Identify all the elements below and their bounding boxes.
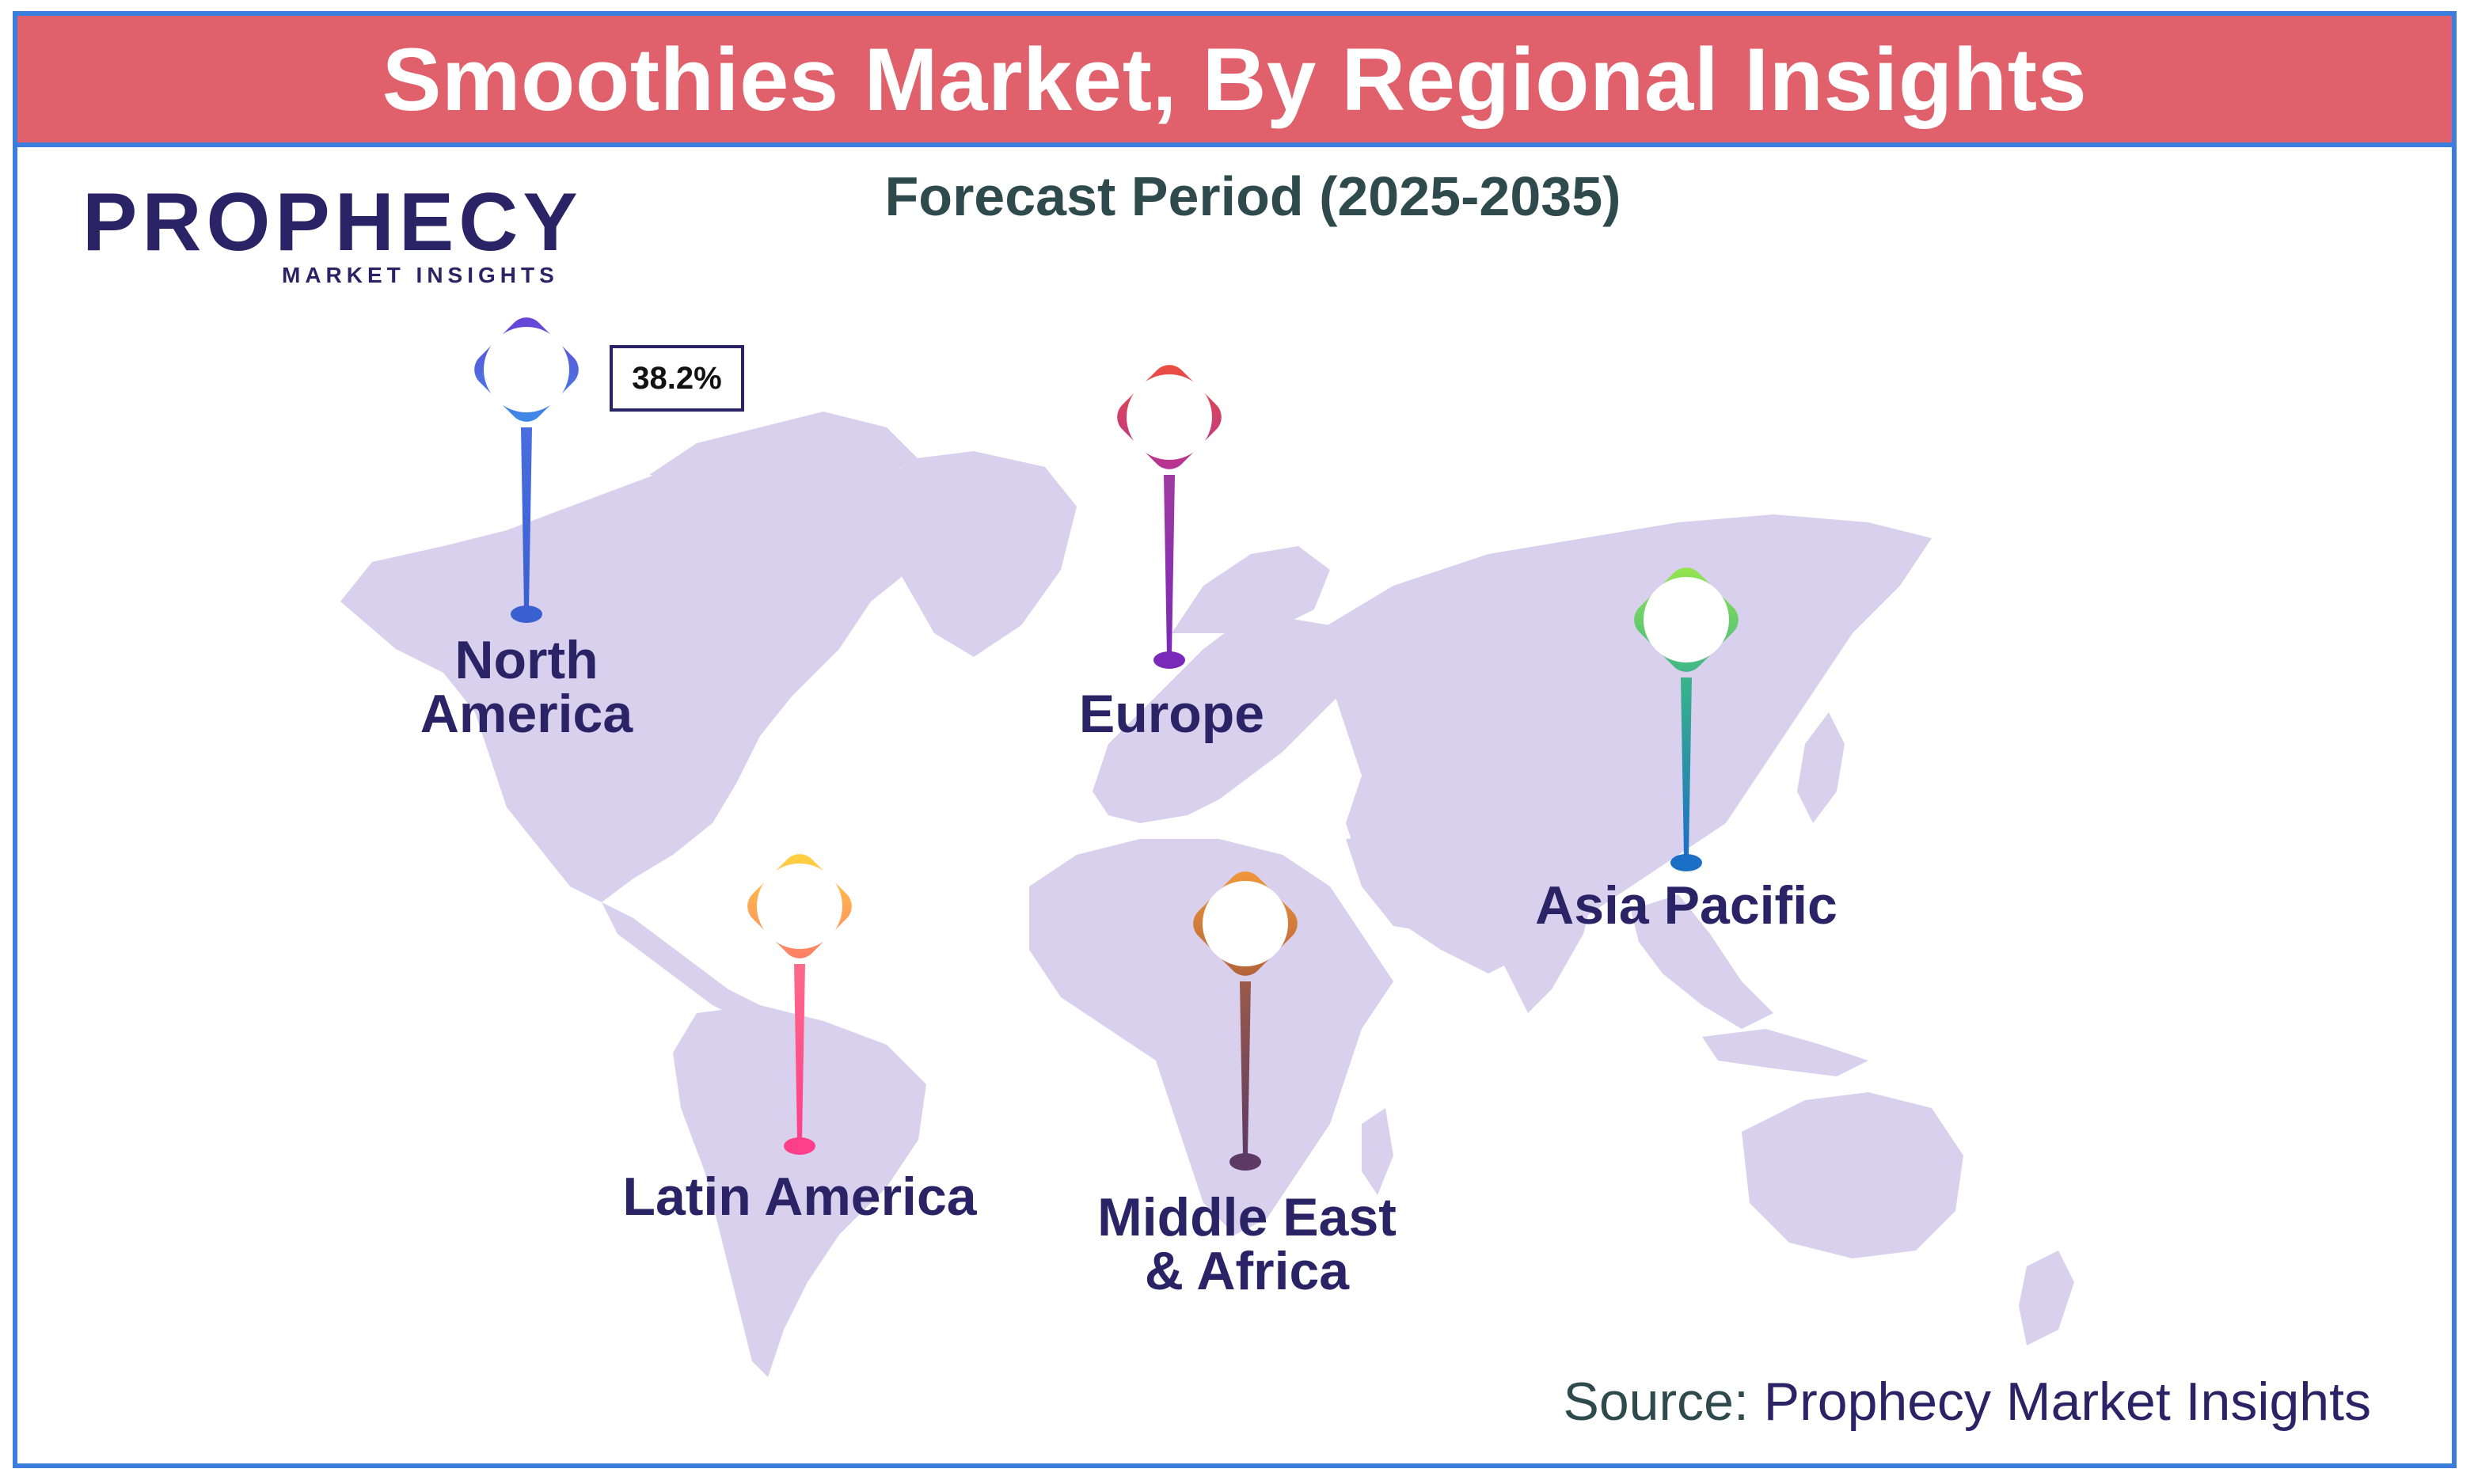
region-label-line: America — [420, 684, 633, 744]
region-label-line: Europe — [1078, 684, 1265, 744]
landmass-canada-islands — [649, 412, 918, 483]
region-label-north-america: North America — [420, 633, 633, 741]
pin-europe — [1117, 365, 1222, 669]
source-prefix: Source: — [1563, 1372, 1749, 1432]
pin-north-america — [474, 317, 579, 623]
region-label-line: North — [454, 630, 599, 690]
landmass-central-america — [602, 902, 760, 1021]
landmass-africa — [1029, 839, 1393, 1235]
region-label-europe: Europe — [1069, 687, 1275, 741]
page-title: Smoothies Market, By Regional Insights — [382, 29, 2088, 129]
landmass-greenland — [879, 451, 1077, 657]
landmass-scandinavia — [1172, 546, 1330, 633]
region-label-asia-pacific: Asia Pacific — [1520, 879, 1853, 932]
company-logo: PROPHECY MARKET INSIGHTS — [82, 176, 605, 294]
landmass-australia — [1742, 1092, 1963, 1258]
north-america-share-badge: 38.2% — [610, 345, 744, 412]
landmass-asia — [1314, 514, 1932, 974]
logo-wordmark: PROPHECY — [82, 176, 583, 268]
region-label-latin-america: Latin America — [610, 1170, 990, 1224]
region-label-line: Asia Pacific — [1535, 875, 1837, 936]
landmass-north-america — [340, 443, 950, 902]
landmass-indonesia — [1702, 1029, 1868, 1076]
source-credit: Source: Prophecy Market Insights — [1564, 1371, 2372, 1433]
logo-tagline: MARKET INSIGHTS — [282, 263, 559, 287]
landmass-europe — [1093, 617, 1362, 823]
landmass-south-america — [673, 1005, 926, 1377]
region-label-line: Middle East — [1097, 1187, 1397, 1247]
forecast-subtitle: Forecast Period (2025-2035) — [884, 165, 1621, 227]
source-name: Prophecy Market Insights — [1763, 1372, 2371, 1432]
landmass-madagascar — [1362, 1108, 1393, 1195]
pin-middle-east-africa — [1193, 871, 1298, 1171]
continents — [340, 412, 2074, 1377]
pin-latin-america — [747, 854, 852, 1155]
landmass-southeast-asia — [1631, 894, 1773, 1029]
landmass-india — [1488, 855, 1599, 1013]
landmass-new-zealand — [2019, 1251, 2074, 1345]
region-label-line: Latin America — [622, 1167, 977, 1227]
pin-asia-pacific — [1634, 567, 1739, 871]
landmass-japan — [1797, 712, 1845, 823]
region-label-line: & Africa — [1144, 1241, 1350, 1301]
region-label-middle-east-africa: Middle East & Africa — [1085, 1190, 1409, 1298]
landmass-arabia — [1346, 831, 1473, 934]
title-banner: Smoothies Market, By Regional Insights — [17, 16, 2452, 147]
